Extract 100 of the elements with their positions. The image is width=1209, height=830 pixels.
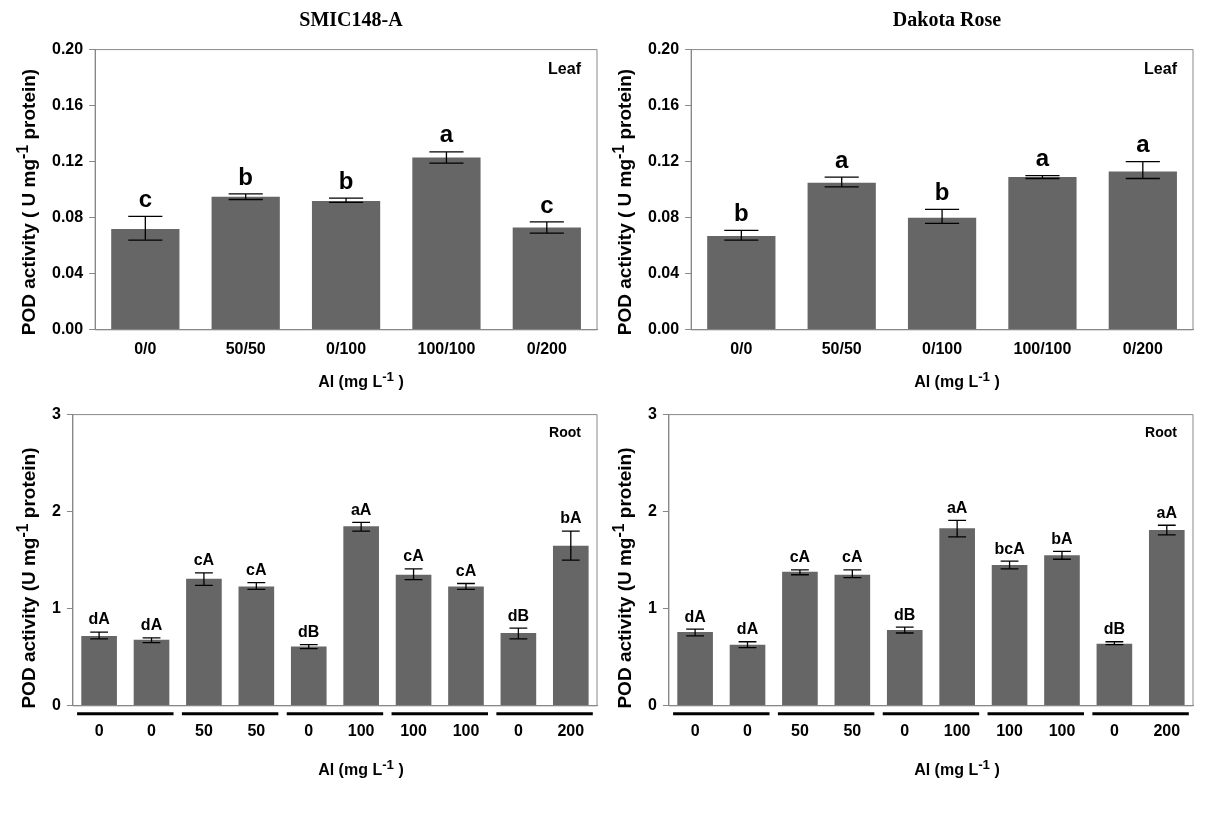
bar bbox=[991, 565, 1028, 706]
bar bbox=[1096, 643, 1133, 706]
x-axis-title: Al (mg L$^{-1}$ ) bbox=[317, 757, 405, 781]
y-tick-label: 0.00 bbox=[648, 320, 680, 338]
x-tick-label: 100 bbox=[996, 721, 1024, 739]
data-label: aA bbox=[350, 500, 372, 518]
y-tick-label: 0.12 bbox=[52, 152, 84, 170]
y-tick-label: 0.16 bbox=[648, 96, 680, 114]
bar bbox=[1008, 177, 1077, 330]
data-label: cA bbox=[455, 561, 477, 579]
data-label: aA bbox=[1156, 503, 1178, 521]
x-axis-title: Al (mg L$^{-1}$ ) bbox=[913, 369, 1001, 393]
x-tick-label: 0 bbox=[304, 721, 314, 739]
bar bbox=[1044, 555, 1080, 706]
x-tick-label: 0 bbox=[690, 721, 700, 739]
data-label: cA bbox=[842, 548, 864, 566]
data-label: b bbox=[338, 166, 354, 194]
x-tick-label: 100/100 bbox=[417, 339, 476, 357]
data-label: dB bbox=[298, 623, 320, 641]
x-tick-label: 0 bbox=[513, 721, 523, 739]
x-tick-label: 50/50 bbox=[225, 339, 266, 357]
data-label: cA bbox=[403, 547, 425, 565]
data-label: cA bbox=[246, 560, 268, 578]
y-tick-label: 0.08 bbox=[648, 208, 680, 226]
x-tick-label: 50/50 bbox=[821, 339, 862, 357]
bar bbox=[448, 586, 484, 706]
y-tick-label: 0.20 bbox=[648, 40, 680, 58]
data-label: a bbox=[439, 120, 454, 148]
data-label: dA bbox=[88, 610, 111, 628]
y-tick-label: 0.08 bbox=[52, 208, 84, 226]
x-axis-title: Al (mg L$^{-1}$ ) bbox=[913, 757, 1001, 781]
bar bbox=[111, 228, 180, 330]
bar bbox=[1148, 530, 1185, 706]
y-tick-label: 3 bbox=[647, 405, 657, 423]
y-tick-label: 1 bbox=[647, 599, 657, 617]
data-label: dA bbox=[684, 607, 707, 625]
y-tick-label: 0.16 bbox=[52, 96, 84, 114]
data-label: a bbox=[1136, 130, 1151, 158]
bar bbox=[552, 545, 589, 706]
y-tick-label: 0.20 bbox=[52, 40, 84, 58]
data-label: dB bbox=[1103, 620, 1126, 638]
x-tick-label: 100 bbox=[400, 721, 428, 739]
bar bbox=[500, 633, 537, 706]
bar bbox=[939, 528, 975, 706]
x-tick-label: 200 bbox=[1153, 721, 1181, 739]
x-tick-label: 100/100 bbox=[1013, 339, 1072, 357]
x-tick-label: 0 bbox=[900, 721, 910, 739]
data-label: a bbox=[835, 145, 850, 173]
data-label: b bbox=[934, 177, 950, 205]
x-axis-title: Al (mg L$^{-1}$ ) bbox=[317, 369, 405, 393]
x-tick-label: 100 bbox=[452, 721, 480, 739]
annotation: Root bbox=[549, 424, 582, 441]
bar bbox=[290, 646, 327, 706]
x-tick-label: 100 bbox=[943, 721, 971, 739]
data-label: cA bbox=[193, 551, 215, 569]
data-label: cA bbox=[789, 548, 811, 566]
bar bbox=[907, 217, 977, 330]
bar bbox=[707, 235, 776, 330]
x-tick-label: 0/200 bbox=[526, 339, 567, 357]
bar bbox=[211, 196, 280, 330]
y-tick-label: 0.04 bbox=[648, 264, 680, 282]
y-tick-label: 0.04 bbox=[52, 264, 84, 282]
data-label: bA bbox=[1051, 529, 1074, 547]
data-label: c bbox=[540, 190, 554, 218]
y-tick-label: 0.12 bbox=[648, 152, 680, 170]
data-label: c bbox=[138, 184, 153, 212]
bar bbox=[807, 182, 876, 330]
x-tick-label: 0 bbox=[1109, 721, 1119, 739]
data-label: dB bbox=[507, 606, 530, 624]
bar bbox=[238, 586, 275, 706]
bar bbox=[512, 227, 581, 330]
y-tick-label: 3 bbox=[51, 405, 61, 423]
x-tick-label: 0/100 bbox=[326, 339, 367, 357]
x-tick-label: 0/100 bbox=[922, 339, 963, 357]
x-tick-label: 0 bbox=[147, 721, 157, 739]
x-tick-label: 0/200 bbox=[1122, 339, 1163, 357]
x-tick-label: 100 bbox=[347, 721, 375, 739]
chart-title: Dakota Rose bbox=[891, 8, 1003, 32]
bar bbox=[311, 200, 381, 330]
annotation: Root bbox=[1145, 424, 1178, 441]
x-tick-label: 50 bbox=[843, 721, 862, 739]
x-tick-label: 50 bbox=[791, 721, 809, 739]
x-tick-label: 200 bbox=[557, 721, 585, 739]
data-label: dA bbox=[140, 616, 163, 634]
x-tick-label: 100 bbox=[1048, 721, 1076, 739]
annotation: Leaf bbox=[548, 60, 582, 78]
bar bbox=[729, 644, 766, 706]
data-label: aA bbox=[946, 498, 968, 516]
x-tick-label: 0 bbox=[743, 721, 753, 739]
x-tick-label: 50 bbox=[195, 721, 213, 739]
data-label: a bbox=[1035, 144, 1050, 172]
data-label: b bbox=[733, 198, 749, 226]
annotation: Leaf bbox=[1144, 60, 1178, 78]
bar bbox=[412, 157, 481, 330]
y-tick-label: 0.00 bbox=[52, 320, 84, 338]
chart-title: SMIC148-A bbox=[298, 8, 404, 32]
x-tick-label: 0 bbox=[94, 721, 104, 739]
bar bbox=[133, 639, 170, 706]
y-tick-label: 2 bbox=[647, 502, 657, 520]
bar bbox=[782, 571, 818, 706]
